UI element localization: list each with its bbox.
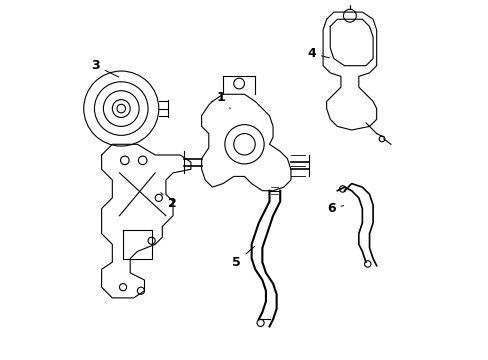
- Text: 3: 3: [91, 59, 119, 77]
- Text: 2: 2: [161, 193, 176, 210]
- Text: 5: 5: [232, 246, 254, 269]
- Text: 4: 4: [306, 47, 328, 60]
- Text: 6: 6: [326, 202, 343, 215]
- Text: 1: 1: [216, 91, 230, 109]
